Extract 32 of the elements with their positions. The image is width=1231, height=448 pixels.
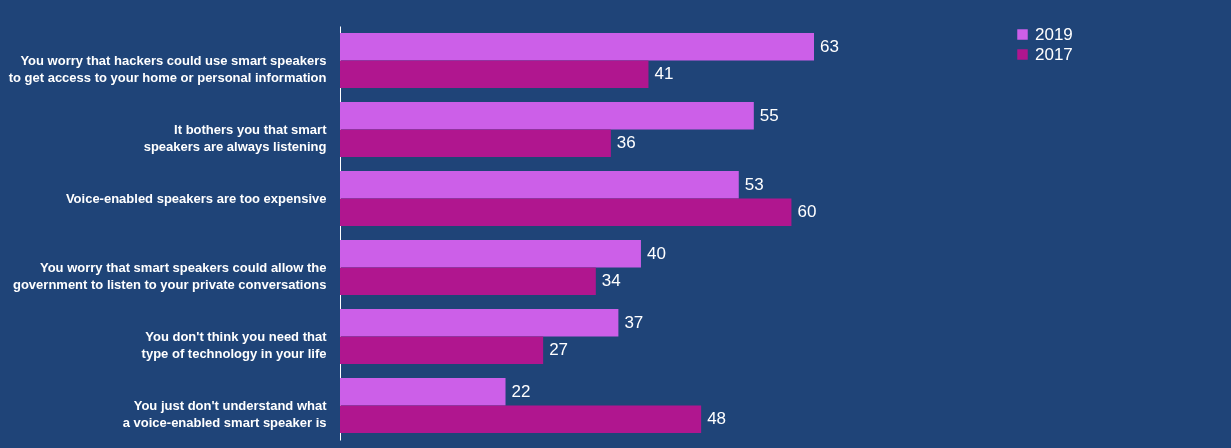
data-label: 53 bbox=[744, 174, 764, 194]
y-tick-label: It bothers you that smart speakers are always listening bbox=[143, 121, 328, 154]
y-tick-label: Voice-enabled speakers are too expensive bbox=[65, 190, 327, 206]
data-label: 37 bbox=[624, 312, 644, 332]
bar bbox=[340, 129, 611, 158]
data-label: 22 bbox=[511, 381, 531, 401]
bar bbox=[340, 308, 619, 337]
bar bbox=[340, 336, 544, 365]
legend-label: 2019 bbox=[1035, 24, 1073, 44]
legend-label: 2017 bbox=[1035, 44, 1073, 64]
y-tick-label: You just don't understand what a voice-enabled smart speaker is bbox=[122, 397, 328, 430]
data-label: 36 bbox=[616, 133, 636, 153]
bar bbox=[340, 405, 702, 434]
bar bbox=[340, 239, 641, 268]
bar bbox=[340, 267, 596, 296]
data-label: 60 bbox=[797, 202, 817, 222]
y-tick-label: You worry that hackers could use smart speakers to get access to your home or personal information bbox=[8, 52, 327, 85]
data-label: 55 bbox=[759, 105, 779, 125]
bar bbox=[340, 32, 814, 61]
bar bbox=[340, 101, 754, 130]
bar bbox=[340, 60, 649, 89]
data-label: 41 bbox=[654, 64, 674, 84]
data-label: 63 bbox=[820, 36, 839, 56]
data-label: 48 bbox=[707, 409, 727, 429]
y-tick-label: You worry that smart speakers could allow the government to listen to your private conversations bbox=[12, 259, 327, 292]
data-label: 34 bbox=[601, 271, 621, 291]
y-tick-label: You don't think you need that type of technology in your life bbox=[141, 328, 328, 361]
bar bbox=[340, 198, 792, 227]
bar bbox=[340, 377, 506, 406]
data-label: 40 bbox=[646, 243, 666, 263]
data-label: 27 bbox=[549, 340, 569, 360]
bar bbox=[340, 170, 739, 199]
